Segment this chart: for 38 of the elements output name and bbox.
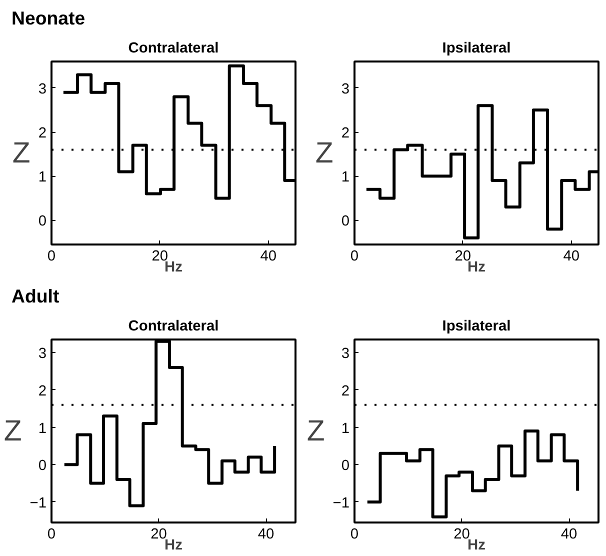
- y-tick-label: 0: [38, 458, 47, 474]
- y-tick-label: 1: [38, 420, 47, 437]
- y-tick-label: 2: [38, 383, 47, 400]
- chart-title: Contralateral: [128, 40, 219, 56]
- y-tick-label: −1: [30, 495, 47, 512]
- x-axis-title: Hz: [468, 538, 486, 554]
- y-axis-title: Z: [4, 414, 22, 448]
- x-tick-label: 20: [150, 526, 167, 542]
- y-tick-label: 1: [341, 420, 350, 437]
- x-axis-title: Hz: [164, 260, 182, 276]
- y-tick-label: 2: [341, 383, 350, 400]
- y-tick-label: 2: [341, 126, 350, 142]
- x-tick-label: 40: [258, 526, 274, 542]
- y-axis-title: Z: [306, 414, 325, 448]
- chart-title: Contralateral: [128, 318, 219, 334]
- x-tick-label: 20: [454, 526, 470, 542]
- y-tick-label: 0: [38, 214, 47, 230]
- y-tick-label: 1: [341, 170, 350, 186]
- y-axis-title: Z: [315, 136, 334, 170]
- text: Adult: [12, 286, 60, 306]
- x-tick-label: 40: [260, 248, 277, 264]
- y-tick-label: 3: [38, 346, 47, 362]
- y-tick-label: 2: [38, 126, 47, 142]
- chart-title: Ipsilateral: [442, 318, 511, 334]
- chart-title: Ipsilateral: [442, 40, 511, 56]
- x-tick-label: 40: [563, 248, 580, 264]
- y-tick-label: 0: [341, 458, 350, 474]
- y-tick-label: −1: [332, 495, 350, 512]
- y-tick-label: 3: [38, 81, 47, 98]
- y-tick-label: 1: [38, 170, 47, 186]
- y-tick-label: 0: [341, 214, 350, 230]
- text: Neonate: [12, 8, 86, 28]
- y-tick-label: 3: [341, 346, 350, 362]
- x-axis-title: Hz: [468, 260, 486, 276]
- x-axis-title: Hz: [164, 538, 182, 554]
- y-axis-title: Z: [12, 136, 30, 170]
- y-tick-label: 3: [341, 81, 350, 98]
- x-tick-label: 40: [560, 526, 578, 542]
